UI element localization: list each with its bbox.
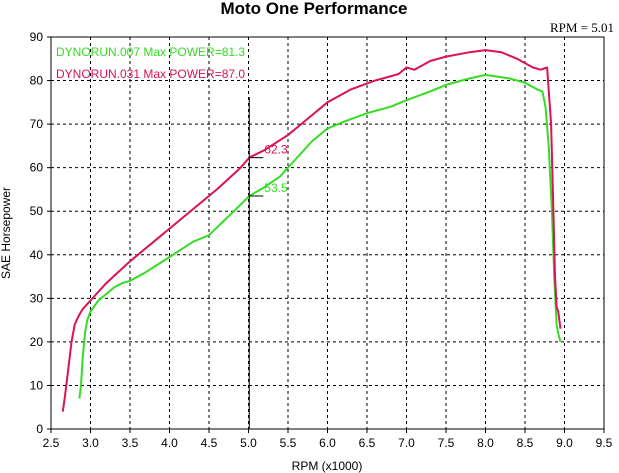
x-tick-labels: 2.5 3.0 3.5 4.0 4.5 5.0 5.5 6.0 6.5 7.0 7.5 8.0 8.5 9…	[43, 436, 613, 450]
y-axis-label: SAE Horsepower	[0, 187, 13, 279]
chart-title: Moto One Performance	[220, 0, 407, 18]
x-tick-label: 9.5	[596, 436, 613, 450]
y-tick-label: 50	[30, 204, 44, 218]
x-tick-label: 8.0	[477, 436, 494, 450]
y-tick-label: 10	[30, 378, 44, 392]
x-tick-label: 5.5	[280, 436, 297, 450]
y-tick-labels: 0 10 20 30 40 50 60 70 80 90	[30, 30, 44, 436]
y-tick-label: 90	[30, 30, 44, 44]
cursor-markers: 53.5 62.3	[249, 143, 288, 197]
legend-entry-2: DYNORUN.031 Max POWER=87.0	[56, 67, 245, 81]
legend-entry-1: DYNORUN.007 Max POWER=81.3	[56, 45, 245, 59]
x-tick-label: 5.0	[240, 436, 257, 450]
x-tick-label: 6.5	[359, 436, 376, 450]
y-tick-label: 30	[30, 291, 44, 305]
series-line-2	[61, 49, 562, 412]
legend: DYNORUN.007 Max POWER=81.3 DYNORUN.031 Ma…	[56, 45, 245, 81]
x-tick-label: 7.5	[438, 436, 455, 450]
x-tick-label: 3.0	[82, 436, 99, 450]
y-tick-label: 20	[30, 335, 44, 349]
y-tick-label: 0	[36, 422, 43, 436]
x-tick-label: 2.5	[43, 436, 60, 450]
rpm-cursor-readout: RPM = 5.01	[550, 20, 614, 35]
gridlines	[47, 36, 605, 433]
x-tick-label: 7.0	[398, 436, 415, 450]
y-tick-label: 70	[30, 117, 44, 131]
series-line-1	[78, 73, 562, 399]
y-tick-label: 80	[30, 74, 44, 88]
plot-frame	[50, 36, 605, 430]
x-tick-label: 9.0	[556, 436, 573, 450]
x-tick-label: 4.5	[201, 436, 218, 450]
x-tick-label: 3.5	[122, 436, 139, 450]
plot-background	[51, 37, 604, 429]
x-tick-label: 8.5	[517, 436, 534, 450]
y-tick-label: 40	[30, 248, 44, 262]
x-tick-label: 6.0	[319, 436, 336, 450]
y-tick-label: 60	[30, 161, 44, 175]
cursor-marker-value-1: 53.5	[264, 181, 288, 195]
plot-area: 2.5 3.0 3.5 4.0 4.5 5.0 5.5 6.0 6.5 7.0 7.5 8.0 8.5 9…	[30, 30, 613, 450]
series-layer	[61, 49, 562, 412]
x-tick-label: 4.0	[161, 436, 178, 450]
cursor-marker-value-2: 62.3	[264, 143, 288, 157]
x-axis-label: RPM (x1000)	[292, 459, 363, 473]
